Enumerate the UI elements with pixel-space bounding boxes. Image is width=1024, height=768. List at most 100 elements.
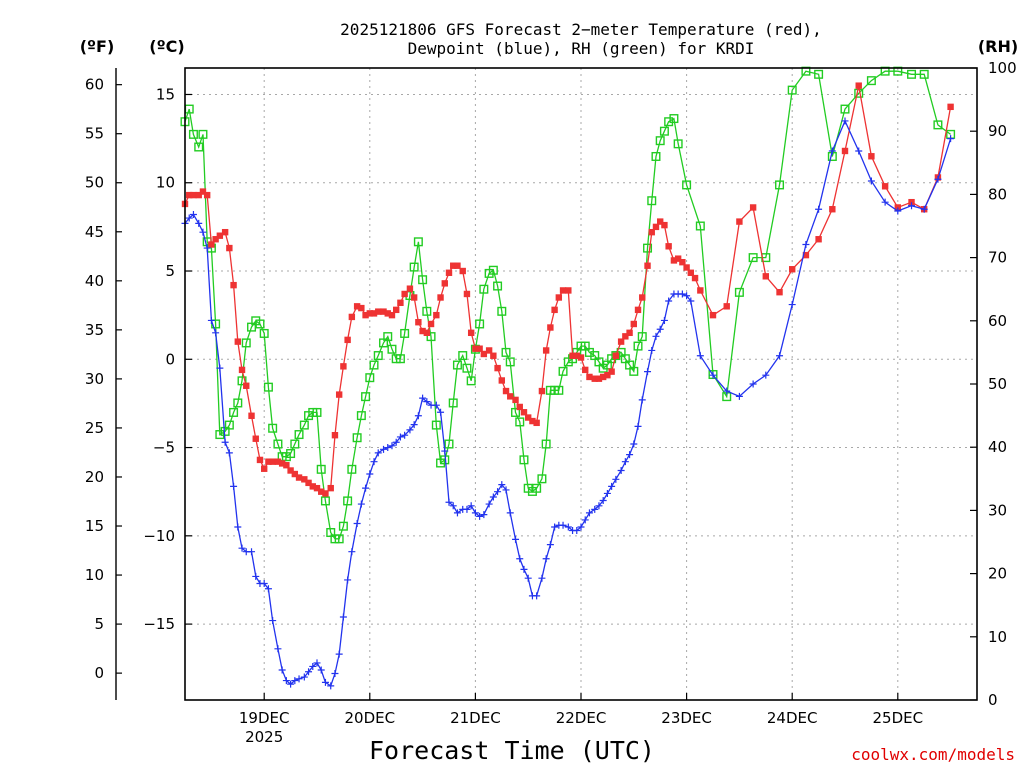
temperature-point bbox=[344, 336, 351, 344]
temperature-point bbox=[353, 303, 361, 310]
rh-point bbox=[532, 483, 542, 493]
rh-point bbox=[695, 221, 705, 231]
temperature-point bbox=[472, 345, 479, 352]
dewpoint-point bbox=[683, 292, 691, 300]
rh-point bbox=[933, 120, 943, 130]
dewpoint-point bbox=[599, 497, 607, 505]
dewpoint-point bbox=[696, 352, 704, 360]
dewpoint-point bbox=[357, 500, 365, 508]
dewpoint-point bbox=[802, 241, 810, 249]
rh-point bbox=[286, 449, 296, 459]
temperature-point bbox=[490, 352, 497, 359]
temperature-point bbox=[238, 366, 246, 374]
temperature-point bbox=[265, 458, 272, 465]
temperature-point bbox=[894, 204, 901, 211]
temperature-point bbox=[384, 310, 391, 317]
temperature-point bbox=[723, 303, 730, 310]
dewpoint-point bbox=[660, 316, 668, 324]
rh-point bbox=[734, 287, 744, 297]
dewpoint-point bbox=[687, 297, 695, 305]
temperature-point bbox=[542, 347, 550, 354]
temperature-point bbox=[348, 313, 356, 321]
temperature-point bbox=[291, 470, 299, 478]
dewpoint-point bbox=[815, 205, 823, 213]
temperature-point bbox=[595, 375, 603, 382]
temperature-point bbox=[480, 350, 488, 358]
dewpoint-point bbox=[577, 523, 585, 531]
dewpoint-point bbox=[463, 505, 471, 513]
rh-tick-label: 60 bbox=[988, 312, 1007, 330]
rh-point bbox=[554, 385, 564, 395]
dewpoint-point bbox=[392, 438, 400, 446]
temperature-point bbox=[670, 257, 678, 264]
temperature-point bbox=[415, 319, 422, 326]
temperature-point bbox=[679, 258, 686, 266]
dewpoint-point bbox=[221, 438, 229, 446]
rh-point bbox=[334, 534, 344, 544]
dewpoint-point bbox=[638, 396, 646, 404]
temperature-point bbox=[322, 490, 329, 497]
dewpoint-point bbox=[644, 368, 652, 376]
temperature-point bbox=[437, 294, 444, 301]
rh-point bbox=[343, 496, 353, 506]
dewpoint-point bbox=[476, 512, 484, 520]
dewpoint-point bbox=[260, 579, 268, 587]
rh-point bbox=[352, 433, 362, 443]
temperature-point bbox=[441, 280, 448, 287]
dewpoint-point bbox=[533, 592, 541, 600]
rh-point bbox=[479, 284, 489, 294]
rh-point bbox=[647, 196, 657, 206]
temperature-point bbox=[815, 236, 822, 243]
dewpoint-point bbox=[502, 486, 510, 494]
dewpoint-point bbox=[331, 670, 339, 678]
dewpoint-point bbox=[339, 613, 347, 621]
dewpoint-point bbox=[300, 673, 308, 681]
rh-point bbox=[369, 360, 379, 370]
temperature-point bbox=[295, 474, 303, 481]
rh-point bbox=[413, 237, 423, 247]
temperature-point bbox=[630, 320, 637, 328]
temperature-point bbox=[559, 287, 567, 294]
dewpoint-point bbox=[269, 617, 277, 625]
temperature-point bbox=[947, 103, 954, 111]
rh-point bbox=[422, 306, 432, 316]
rh-point bbox=[669, 114, 679, 124]
dewpoint-point bbox=[828, 147, 836, 155]
temperature-point bbox=[327, 484, 334, 492]
dewpoint-point bbox=[881, 198, 889, 206]
rh-tick-label: 30 bbox=[988, 501, 1007, 519]
dewpoint-point bbox=[506, 509, 514, 517]
dewpoint-point bbox=[920, 205, 928, 213]
dewpoint-point bbox=[652, 332, 660, 340]
rh-point bbox=[290, 439, 300, 449]
rh-point bbox=[515, 417, 525, 427]
dewpoint-point bbox=[234, 523, 242, 531]
temperature-point bbox=[665, 243, 672, 250]
temperature-point bbox=[485, 347, 493, 354]
rh-point bbox=[365, 373, 375, 383]
temperature-point bbox=[375, 308, 382, 315]
temperature-point bbox=[841, 147, 849, 155]
temperature-point bbox=[212, 236, 219, 243]
fahrenheit-tick-label: 20 bbox=[85, 468, 104, 486]
temperature-point bbox=[516, 403, 523, 411]
temperature-point bbox=[463, 290, 471, 298]
rh-point bbox=[637, 332, 647, 342]
dewpoint-point bbox=[384, 444, 392, 452]
rh-tick-label: 0 bbox=[988, 691, 998, 709]
rh-point bbox=[255, 319, 265, 329]
temperature-point bbox=[370, 310, 378, 317]
temperature-point bbox=[512, 396, 519, 404]
fahrenheit-tick-label: 50 bbox=[85, 174, 104, 192]
temperature-point bbox=[366, 310, 373, 317]
dewpoint-point bbox=[656, 325, 664, 333]
fahrenheit-tick-label: 10 bbox=[85, 566, 104, 584]
rh-point bbox=[519, 455, 529, 465]
dewpoint-point bbox=[445, 498, 453, 506]
temperature-point bbox=[502, 387, 510, 395]
temperature-point bbox=[397, 299, 404, 306]
dewpoint-point bbox=[559, 521, 567, 529]
rh-tick-label: 80 bbox=[988, 185, 1007, 203]
rh-point bbox=[775, 180, 785, 190]
fahrenheit-tick-label: 40 bbox=[85, 272, 104, 290]
